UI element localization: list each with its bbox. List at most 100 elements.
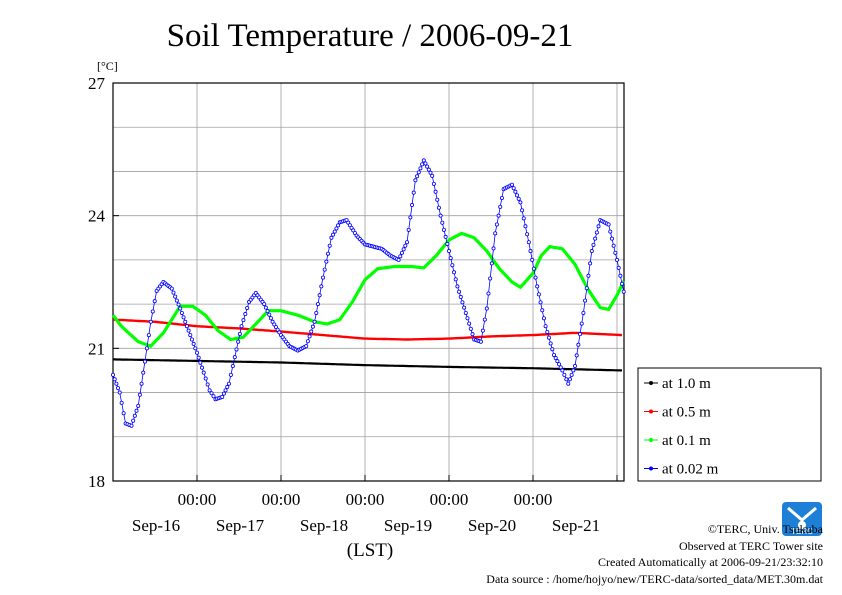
data-point [462, 305, 467, 310]
data-point [579, 321, 584, 326]
data-point [452, 270, 457, 275]
data-point [191, 341, 196, 346]
data-point [116, 386, 121, 391]
data-point [618, 273, 623, 278]
data-point [415, 174, 420, 179]
data-point [498, 204, 503, 209]
data-point [225, 385, 230, 390]
legend-marker [649, 381, 653, 385]
legend-label: at 0.02 m [662, 462, 719, 478]
data-point [336, 223, 341, 228]
data-point [226, 381, 231, 386]
x-tick-date-label: Sep-20 [468, 516, 516, 535]
data-point [399, 250, 404, 255]
data-point [596, 224, 601, 229]
series-at-1-0-m [113, 358, 622, 372]
y-tick-label: 24 [88, 207, 106, 226]
data-point [535, 284, 540, 289]
data-point [418, 166, 423, 171]
data-point [441, 227, 446, 232]
data-point [324, 259, 329, 264]
data-point [458, 295, 463, 300]
data-point [196, 355, 201, 360]
data-point [194, 350, 199, 355]
data-point [516, 196, 521, 201]
series-line [112, 159, 625, 427]
data-point [609, 236, 614, 241]
data-point [521, 216, 526, 221]
data-point [188, 333, 193, 338]
data-point [594, 230, 599, 235]
data-point [608, 229, 613, 234]
data-point [538, 300, 543, 305]
data-point [593, 236, 598, 241]
credit-observed: Observed at TERC Tower site [679, 539, 823, 553]
credit-data-source: Data source : /home/hojyo/new/TERC-data/… [486, 572, 823, 586]
data-point [134, 408, 139, 413]
data-point [426, 167, 431, 172]
data-point [613, 250, 618, 255]
data-point [171, 290, 176, 295]
data-point [455, 284, 460, 289]
data-point [262, 302, 267, 307]
data-point [144, 346, 149, 351]
data-point [310, 324, 315, 329]
credit-created: Created Automatically at 2006-09-21/23:3… [598, 555, 823, 569]
data-point [584, 286, 589, 291]
data-point [152, 299, 157, 304]
data-point [232, 355, 237, 360]
data-point [234, 347, 239, 352]
data-point [548, 341, 553, 346]
data-point [312, 319, 317, 324]
data-point [228, 372, 233, 377]
legend-marker [649, 466, 653, 471]
grid [113, 83, 624, 481]
data-point [550, 347, 555, 352]
data-point [119, 400, 124, 405]
legend-item: at 1.0 m [644, 376, 711, 392]
data-point [398, 254, 403, 259]
data-point [571, 368, 576, 373]
data-point [241, 318, 246, 323]
legend-label: at 0.1 m [662, 433, 711, 449]
legend: at 1.0 m at 0.5 m at 0.1 m at 0.02 m [637, 367, 822, 482]
legend-marker [649, 438, 653, 442]
data-point [540, 308, 545, 313]
data-point [237, 331, 242, 336]
data-point [332, 229, 337, 234]
chart-title: Soil Temperature / 2006-09-21 [167, 18, 574, 54]
data-point [416, 170, 421, 175]
data-point [567, 377, 572, 382]
data-point [438, 213, 443, 218]
data-point [304, 344, 309, 349]
data-point [181, 315, 186, 320]
legend-label: at 1.0 m [662, 376, 711, 392]
terc-logo: TERC [782, 502, 822, 536]
data-point [465, 316, 470, 321]
data-point [574, 353, 579, 358]
series-at-0-5-m [112, 318, 623, 341]
data-point [460, 300, 465, 305]
x-tick-date-label: Sep-17 [216, 516, 265, 535]
x-tick-date-label: Sep-21 [552, 516, 600, 535]
data-point [573, 364, 578, 369]
legend-label: at 0.5 m [662, 405, 711, 421]
x-tick-date-label: Sep-16 [132, 516, 180, 535]
data-point [326, 251, 331, 256]
series-layer [111, 158, 626, 428]
x-tick-date-label: Sep-18 [300, 516, 348, 535]
data-point [564, 377, 569, 382]
data-point [141, 370, 146, 375]
legend-box [637, 367, 822, 482]
data-point [515, 193, 520, 198]
data-point [408, 215, 413, 220]
data-point [478, 339, 483, 344]
data-point [545, 329, 550, 334]
data-point [448, 256, 453, 261]
data-point [616, 265, 621, 270]
data-point [265, 309, 270, 314]
data-point [530, 257, 535, 262]
data-point [453, 277, 458, 282]
data-point [470, 332, 475, 337]
data-point [327, 243, 332, 248]
